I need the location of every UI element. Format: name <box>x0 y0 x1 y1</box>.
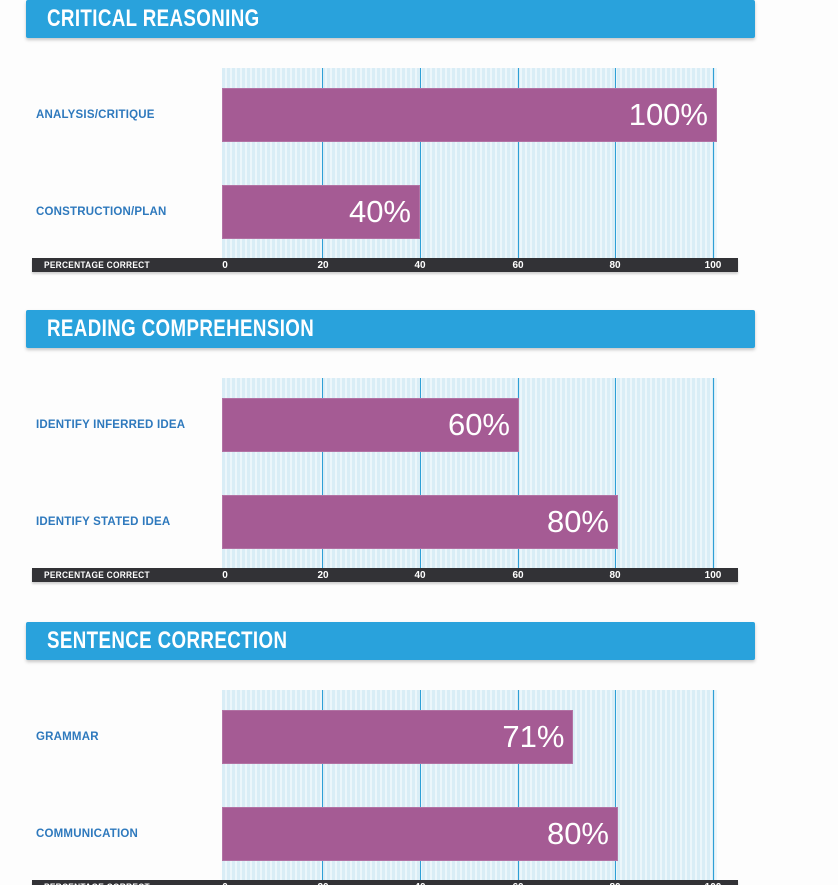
category-label: CONSTRUCTION/PLAN <box>36 206 167 218</box>
axis-tick: 80 <box>609 569 621 581</box>
category-label: COMMUNICATION <box>36 828 139 840</box>
gridline <box>420 68 421 258</box>
axis-tick: 100 <box>693 880 733 885</box>
bar-value: 40% <box>348 194 411 229</box>
axis-bar: PERCENTAGE CORRECT 0 20 40 60 80 100 <box>32 880 738 885</box>
bar-value: 60% <box>447 407 510 442</box>
section-header: SENTENCE CORRECTION <box>26 622 755 660</box>
bar: 80% <box>222 495 618 549</box>
axis-tick: 40 <box>414 259 426 271</box>
plot-area: 60% 80% <box>222 378 717 568</box>
gridline <box>420 378 421 568</box>
category-label: ANALYSIS/CRITIQUE <box>36 109 155 121</box>
axis-tick: 100 <box>704 259 722 271</box>
gridline <box>713 68 714 258</box>
gridline <box>518 690 519 880</box>
axis-tick: 0 <box>222 569 228 581</box>
gridline <box>518 68 519 258</box>
section-title: CRITICAL REASONING <box>47 5 260 32</box>
axis-tick: 60 <box>512 569 524 581</box>
bar: 80% <box>222 807 618 861</box>
gridline <box>713 690 714 880</box>
axis-title: PERCENTAGE CORRECT <box>44 569 150 581</box>
bar-value: 100% <box>628 97 708 132</box>
section-title: SENTENCE CORRECTION <box>47 627 288 654</box>
axis-tick: 100 <box>704 569 722 581</box>
gridline <box>615 690 616 880</box>
bar: 40% <box>222 185 420 239</box>
axis-tick: 80 <box>595 880 635 885</box>
category-label: IDENTIFY INFERRED IDEA <box>36 419 186 431</box>
section-header: CRITICAL REASONING <box>26 0 755 38</box>
plot-area: 71% 80% <box>222 690 717 880</box>
gridline <box>322 68 323 258</box>
gridline <box>615 68 616 258</box>
axis-bar: PERCENTAGE CORRECT 0 20 40 60 80 100 <box>32 568 738 582</box>
axis-title: PERCENTAGE CORRECT <box>44 259 150 271</box>
section-header: READING COMPREHENSION <box>26 310 755 348</box>
bar: 60% <box>222 398 519 452</box>
axis-tick: 40 <box>414 569 426 581</box>
bar-value: 71% <box>502 719 565 754</box>
axis-tick: 20 <box>317 569 329 581</box>
section-title: READING COMPREHENSION <box>47 315 315 342</box>
axis-tick: 60 <box>512 259 524 271</box>
plot-area: 100% 40% <box>222 68 717 258</box>
chart-section-sentence-correction: SENTENCE CORRECTION GRAMMAR COMMUNICATIO… <box>0 622 838 885</box>
axis-tick: 60 <box>498 880 538 885</box>
gridline <box>518 378 519 568</box>
gridline <box>322 378 323 568</box>
category-label: IDENTIFY STATED IDEA <box>36 516 171 528</box>
gridline <box>322 690 323 880</box>
bar-value: 80% <box>546 504 609 539</box>
axis-tick: 0 <box>205 880 245 885</box>
axis-tick: 40 <box>400 880 440 885</box>
chart-section-critical-reasoning: CRITICAL REASONING ANALYSIS/CRITIQUE CON… <box>0 0 838 290</box>
bar-value: 80% <box>546 816 609 851</box>
axis-tick: 20 <box>317 259 329 271</box>
gridline <box>420 690 421 880</box>
axis-title: PERCENTAGE CORRECT <box>44 880 150 885</box>
gridline <box>713 378 714 568</box>
bar: 71% <box>222 710 574 764</box>
axis-tick: 0 <box>222 259 228 271</box>
gridline <box>615 378 616 568</box>
axis-bar: PERCENTAGE CORRECT 0 20 40 60 80 100 <box>32 258 738 272</box>
chart-section-reading-comprehension: READING COMPREHENSION IDENTIFY INFERRED … <box>0 310 838 600</box>
bar: 100% <box>222 88 717 142</box>
category-label: GRAMMAR <box>36 731 99 743</box>
axis-tick: 20 <box>303 880 343 885</box>
axis-tick: 80 <box>609 259 621 271</box>
